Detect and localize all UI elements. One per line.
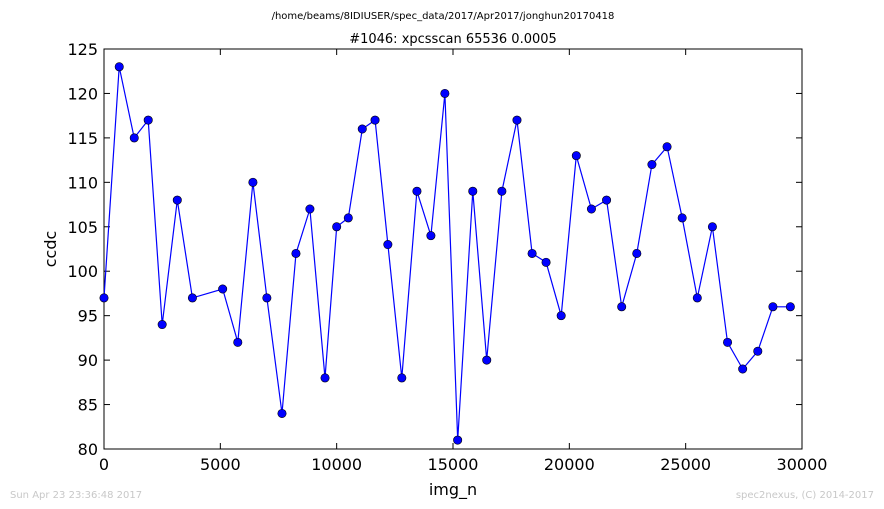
x-tick-label: 15000: [428, 455, 479, 474]
data-point: [412, 186, 422, 196]
data-point: [707, 222, 717, 232]
data-point: [571, 151, 581, 161]
data-point: [143, 115, 153, 125]
plot-area: 0 5000 10000 15000 20000 25000 30000 80 85 90 95 10…: [67, 40, 827, 474]
data-point: [453, 435, 463, 445]
data-point: [114, 62, 124, 72]
data-point: [187, 293, 197, 303]
y-tick-label: 120: [67, 84, 98, 103]
chart-title: #1046: xpcsscan 65536 0.0005: [349, 32, 557, 47]
y-tick-label: 115: [67, 129, 98, 148]
plot-frame: [103, 48, 803, 450]
data-point: [468, 186, 478, 196]
series-line-0: [103, 66, 791, 441]
data-point: [157, 320, 167, 330]
x-tick-label: 10000: [311, 455, 362, 474]
data-point: [768, 302, 778, 312]
x-tick-label: 20000: [544, 455, 595, 474]
y-tick-label: 80: [78, 440, 98, 459]
series-line: [103, 66, 791, 441]
data-point: [647, 160, 657, 170]
data-point: [662, 142, 672, 152]
data-point: [497, 186, 507, 196]
data-point: [602, 195, 612, 205]
x-tick-label: 5000: [200, 455, 241, 474]
data-point: [383, 240, 393, 250]
data-point: [426, 231, 436, 241]
data-point: [723, 337, 733, 347]
x-tick-label: 25000: [660, 455, 711, 474]
data-point: [753, 346, 763, 356]
data-point: [370, 115, 380, 125]
data-point: [632, 248, 642, 258]
data-point: [541, 257, 551, 267]
data-point: [305, 204, 315, 214]
y-tick-label: 90: [78, 351, 98, 370]
y-tick-label: 85: [78, 396, 98, 415]
data-point: [586, 204, 596, 214]
data-point: [248, 177, 258, 187]
data-point: [556, 311, 566, 321]
data-point: [233, 337, 243, 347]
y-tick-label: 100: [67, 262, 98, 281]
data-point: [527, 248, 537, 258]
footer-timestamp: Sun Apr 23 23:36:48 2017: [10, 490, 142, 501]
data-point: [262, 293, 272, 303]
footer-credit: spec2nexus, (C) 2014-2017: [736, 490, 874, 501]
data-point: [291, 248, 301, 258]
y-tick-label: 95: [78, 307, 98, 326]
data-point: [512, 115, 522, 125]
y-axis-label: ccdc: [41, 231, 60, 268]
data-point: [357, 124, 367, 134]
data-point: [397, 373, 407, 383]
data-file-path: /home/beams/8IDIUSER/spec_data/2017/Apr2…: [272, 11, 615, 22]
data-point: [692, 293, 702, 303]
data-point: [172, 195, 182, 205]
data-point: [320, 373, 330, 383]
data-point: [218, 284, 228, 294]
data-point: [343, 213, 353, 223]
x-tick-label: 0: [99, 455, 109, 474]
data-point: [482, 355, 492, 365]
series-markers: [99, 62, 795, 445]
data-point: [677, 213, 687, 223]
data-point: [332, 222, 342, 232]
y-tick-label: 110: [67, 173, 98, 192]
data-point: [440, 88, 450, 98]
data-point: [617, 302, 627, 312]
data-point: [99, 293, 109, 303]
x-axis-label: img_n: [429, 480, 477, 500]
y-tick-label: 125: [67, 40, 98, 59]
data-point: [129, 133, 139, 143]
data-point: [785, 302, 795, 312]
data-point: [738, 364, 748, 374]
y-tick-label: 105: [67, 218, 98, 237]
axis-ticks: 0 5000 10000 15000 20000 25000 30000 80 85 90 95 10…: [67, 40, 827, 474]
data-point: [277, 408, 287, 418]
x-tick-label: 30000: [777, 455, 828, 474]
